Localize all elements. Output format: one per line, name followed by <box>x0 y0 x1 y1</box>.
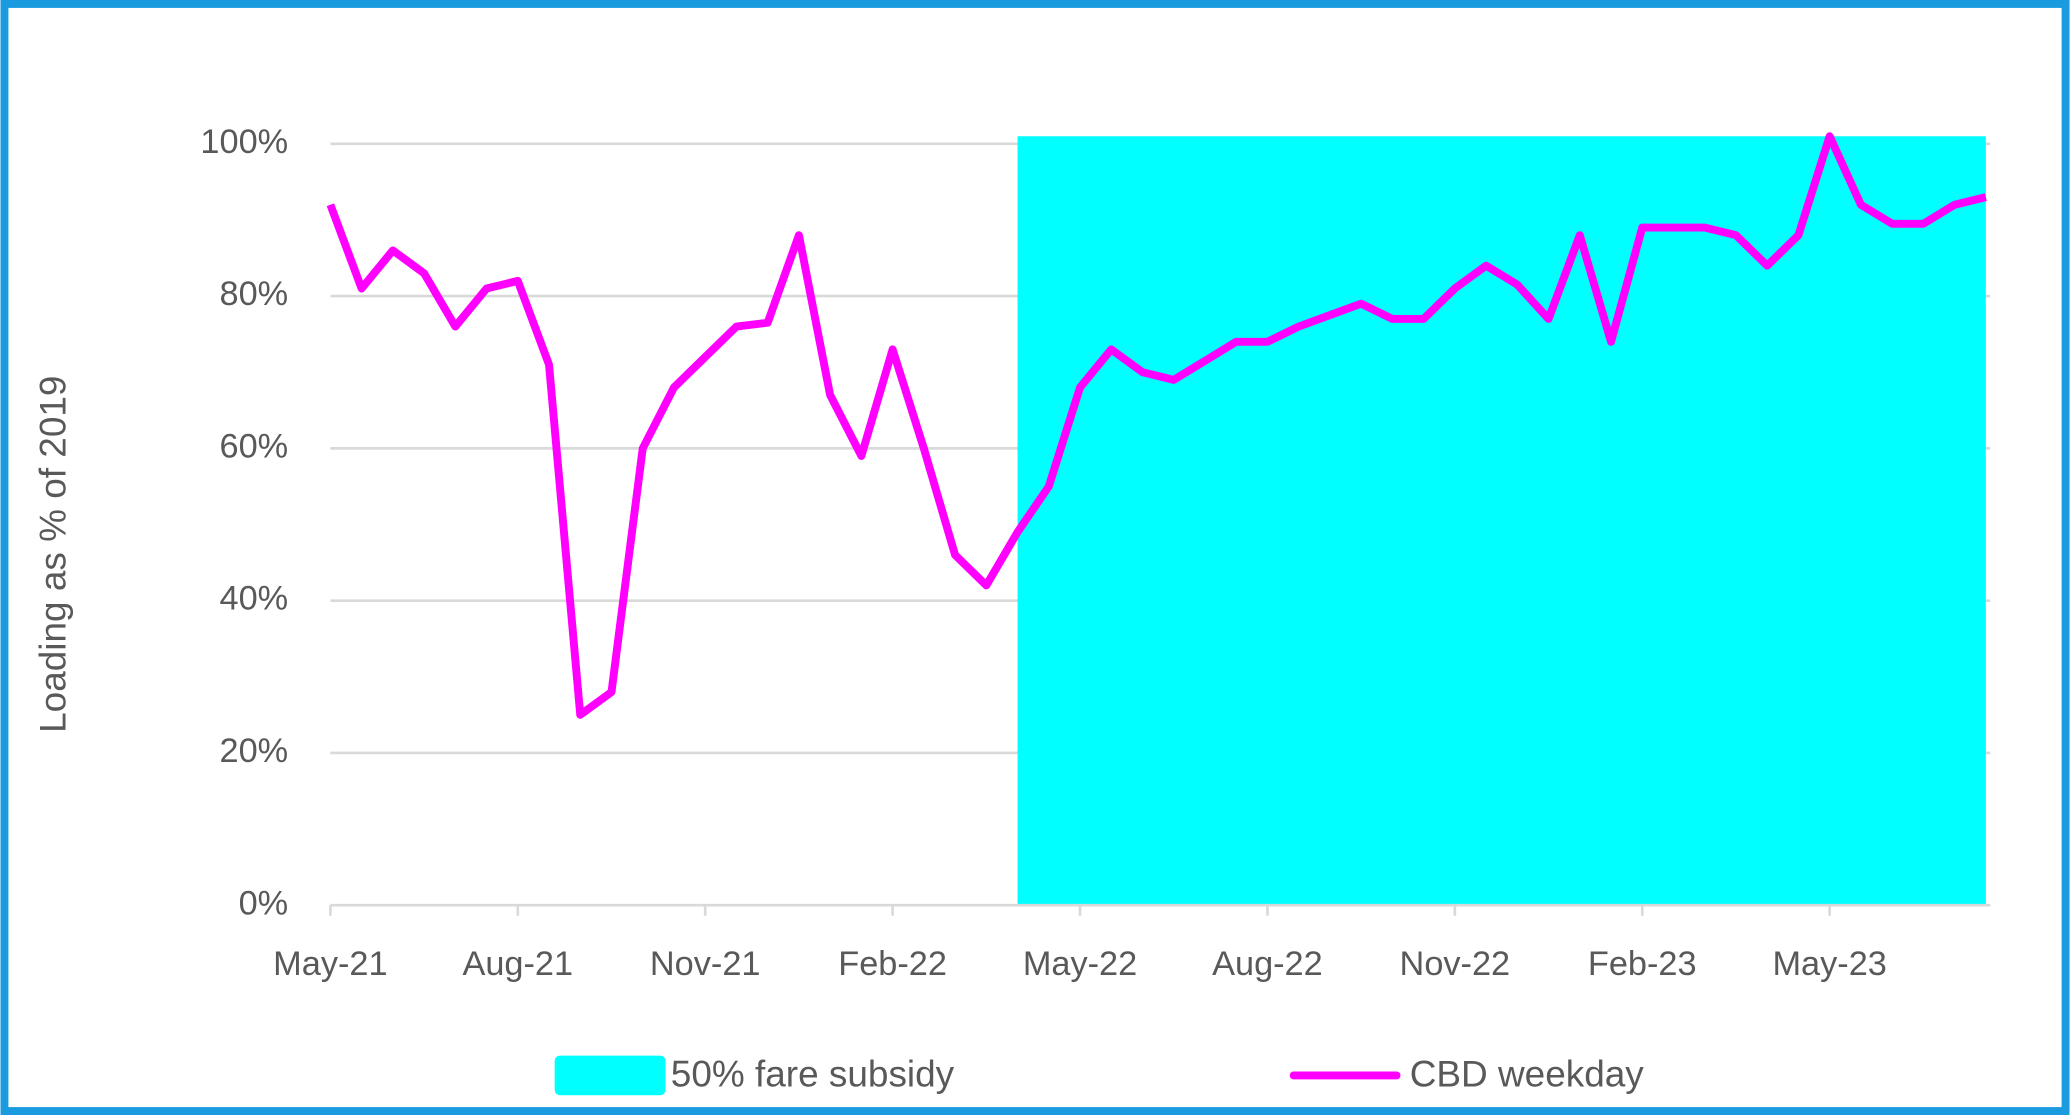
x-tick-label: Feb-22 <box>838 945 947 983</box>
y-tick-label: 80% <box>219 275 288 313</box>
x-tick-label: May-21 <box>273 945 387 983</box>
x-tick-label: Aug-22 <box>1212 945 1323 983</box>
y-tick-label: 100% <box>200 123 288 161</box>
legend-swatch <box>554 1055 666 1096</box>
x-tick-label: May-23 <box>1772 945 1886 983</box>
legend: 50% fare subsidy CBD weekday <box>554 1053 1645 1096</box>
axes: 0% 20% 40% 60% 80% 100% May-21 Aug-21 Nov-21 Feb-… <box>200 123 1991 983</box>
x-tick-label: Nov-21 <box>650 945 761 983</box>
x-tick-label: Aug-21 <box>462 945 573 983</box>
area <box>1017 136 1986 906</box>
lines <box>326 132 1987 719</box>
y-tick-label: 0% <box>239 884 289 922</box>
areas <box>1017 136 1986 906</box>
y-tick-label: 20% <box>219 732 288 770</box>
y-tick-label: 40% <box>219 580 288 618</box>
legend-label: 50% fare subsidy <box>671 1053 955 1094</box>
legend-label: CBD weekday <box>1410 1053 1645 1094</box>
x-tick-label: Feb-23 <box>1588 945 1697 983</box>
y-axis-label: Loading as % of 2019 <box>33 376 74 733</box>
y-tick-label: 60% <box>219 427 288 465</box>
x-tick-label: May-22 <box>1023 945 1137 983</box>
line <box>326 132 1987 719</box>
x-tick-label: Nov-22 <box>1400 945 1511 983</box>
